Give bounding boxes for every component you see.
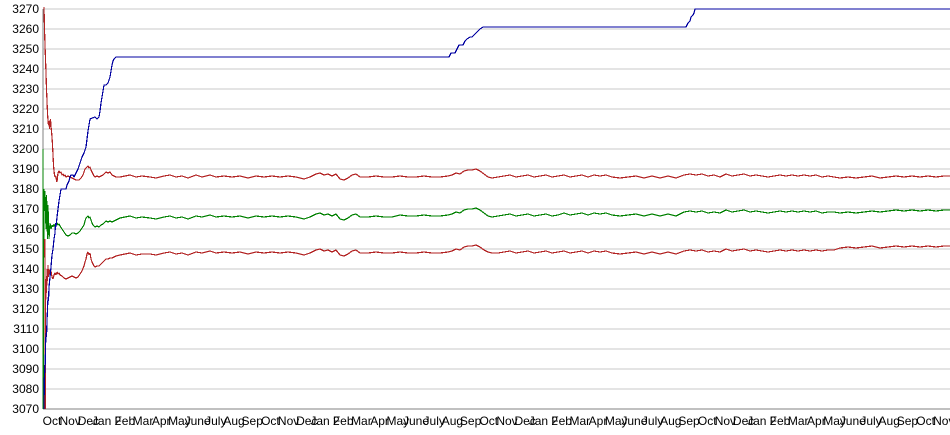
- x-tick-label: Mar: [569, 414, 590, 428]
- y-tick-label: 3190: [12, 162, 39, 176]
- x-tick-label: May: [823, 414, 846, 428]
- x-tick-label: Feb: [770, 414, 791, 428]
- x-tick-label: July: [424, 414, 445, 428]
- x-tick-label: Mar: [788, 414, 809, 428]
- x-tick-label: Aug: [660, 414, 681, 428]
- x-tick-label: Apr: [807, 414, 826, 428]
- x-tick-label: Nov: [278, 414, 299, 428]
- y-tick-labels: 3270 3260 3250 3240 3230 3220 3210 3200 3190 3180…: [12, 2, 39, 416]
- x-tick-label: Dec: [733, 414, 754, 428]
- y-tick-label: 3170: [12, 202, 39, 216]
- x-tick-label: Jan 2: [310, 414, 340, 428]
- series-blue-step-line: [43, 8, 950, 410]
- x-tick-label: Nov: [933, 414, 950, 428]
- y-tick-label: 3270: [12, 2, 39, 16]
- x-tick-label: Oct: [916, 414, 935, 428]
- x-tick-label: Apr: [370, 414, 389, 428]
- x-tick-label: May: [168, 414, 191, 428]
- x-tick-label: May: [386, 414, 409, 428]
- y-tick-label: 3200: [12, 142, 39, 156]
- x-tick-label: Apr: [152, 414, 171, 428]
- x-tick-label: Nov: [60, 414, 81, 428]
- x-tick-label: June: [621, 414, 647, 428]
- y-tick-label: 3150: [12, 242, 39, 256]
- series-lower-red-band: [44, 238, 950, 410]
- x-tick-label: Jan 2: [529, 414, 559, 428]
- series-middle-green-line: [42, 148, 950, 410]
- x-tick-label: Apr: [589, 414, 608, 428]
- x-tick-label: July: [205, 414, 226, 428]
- x-tick-label: Sep: [460, 414, 482, 428]
- y-tick-label: 3120: [12, 302, 39, 316]
- x-tick-label: June: [840, 414, 866, 428]
- y-tick-label: 3250: [12, 42, 39, 56]
- y-tick-label: 3140: [12, 262, 39, 276]
- y-tick-label: 3160: [12, 222, 39, 236]
- x-tick-label: Mar: [351, 414, 372, 428]
- y-tick-label: 3240: [12, 62, 39, 76]
- y-tick-label: 3080: [12, 382, 39, 396]
- x-tick-label: Sep: [897, 414, 919, 428]
- x-tick-label: Dec: [296, 414, 317, 428]
- x-tick-label: Jan 2: [747, 414, 777, 428]
- y-tick-label: 3090: [12, 362, 39, 376]
- x-tick-label: Jan 2: [92, 414, 122, 428]
- x-tick-label: Sep: [678, 414, 700, 428]
- x-tick-label: Aug: [879, 414, 900, 428]
- y-tick-label: 3110: [13, 322, 39, 336]
- x-tick-label: Feb: [551, 414, 572, 428]
- x-tick-label: Nov: [496, 414, 517, 428]
- x-tick-label: Oct: [261, 414, 280, 428]
- x-tick-label: Oct: [43, 414, 62, 428]
- y-tick-label: 3220: [12, 102, 39, 116]
- x-tick-label: Nov: [715, 414, 736, 428]
- x-tick-label: July: [860, 414, 881, 428]
- x-tick-label: May: [605, 414, 628, 428]
- x-tick-label: Aug: [442, 414, 463, 428]
- x-tick-label: Feb: [114, 414, 135, 428]
- x-tick-label: Dec: [78, 414, 99, 428]
- x-tick-label: June: [403, 414, 429, 428]
- x-tick-label: Aug: [223, 414, 244, 428]
- x-tick-label: Oct: [479, 414, 498, 428]
- y-tick-label: 3070: [12, 402, 39, 416]
- x-tick-label: Dec: [515, 414, 536, 428]
- y-tick-label: 3180: [12, 182, 39, 196]
- y-tick-label: 3260: [12, 22, 39, 36]
- y-tick-label: 3210: [12, 122, 39, 136]
- y-tick-label: 3100: [12, 342, 39, 356]
- y-gridlines: [43, 8, 950, 410]
- x-tick-label: June: [185, 414, 211, 428]
- x-tick-label: Sep: [242, 414, 264, 428]
- x-tick-label: Feb: [333, 414, 354, 428]
- x-tick-label: July: [642, 414, 663, 428]
- series-upper-red-band: [43, 6, 950, 183]
- x-tick-label: Oct: [698, 414, 717, 428]
- y-tick-label: 3230: [12, 82, 39, 96]
- y-tick-label: 3130: [12, 282, 39, 296]
- x-tick-label: Mar: [133, 414, 154, 428]
